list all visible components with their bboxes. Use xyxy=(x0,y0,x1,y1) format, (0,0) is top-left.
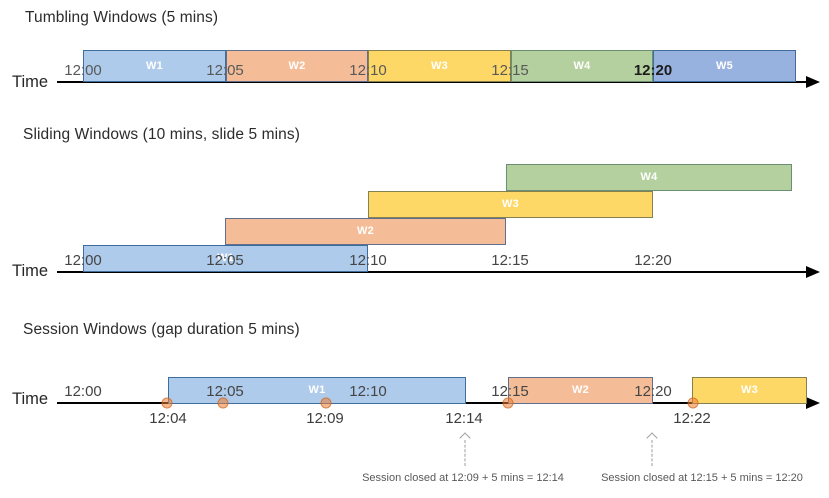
window-label-session-windows-w1: W1 xyxy=(308,384,326,396)
event-label-12:04: 12:04 xyxy=(149,410,187,427)
window-sliding-windows-w1: W1 xyxy=(83,245,368,272)
window-label-tumbling-windows-w5: W5 xyxy=(715,59,734,72)
window-label-sliding-windows-w2: W2 xyxy=(356,225,375,237)
tick-tumbling-windows-12:10: 12:10 xyxy=(349,62,387,79)
event-dot-12:09 xyxy=(320,397,332,409)
section-title-session-windows: Session Windows (gap duration 5 mins) xyxy=(23,321,300,338)
event-dot-12:22 xyxy=(687,397,699,409)
window-label-tumbling-windows-w3: W3 xyxy=(430,59,449,72)
window-label-tumbling-windows-w1: W1 xyxy=(145,59,164,72)
tick-tumbling-windows-12:20: 12:20 xyxy=(633,62,673,79)
tick-session-windows-12:15: 12:15 xyxy=(491,383,529,400)
tick-session-windows-12:10: 12:10 xyxy=(349,383,387,400)
section-title-sliding-windows: Sliding Windows (10 mins, slide 5 mins) xyxy=(23,126,300,143)
event-dot-12:15 xyxy=(502,397,514,409)
event-label-12:14: 12:14 xyxy=(445,410,483,427)
window-sliding-windows-w2: W2 xyxy=(225,218,506,245)
section-title-tumbling-windows: Tumbling Windows (5 mins) xyxy=(25,9,219,26)
event-dot-12:05 xyxy=(217,397,229,409)
tick-sliding-windows-12:00: 12:00 xyxy=(64,252,102,269)
window-label-tumbling-windows-w2: W2 xyxy=(288,59,306,72)
time-axis-label-sliding-windows: Time xyxy=(12,262,49,280)
event-label-12:22: 12:22 xyxy=(673,410,711,427)
tick-tumbling-windows-12:00: 12:00 xyxy=(64,62,102,79)
callout-arrow-shaft-0 xyxy=(464,440,466,466)
window-label-sliding-windows-w4: W4 xyxy=(640,171,658,183)
window-sliding-windows-w3: W3 xyxy=(368,191,653,218)
window-session-windows-w3: W3 xyxy=(692,377,807,404)
window-sliding-windows-w4: W4 xyxy=(506,164,792,191)
tick-sliding-windows-12:15: 12:15 xyxy=(491,252,529,269)
window-session-windows-w2: W2 xyxy=(508,377,653,404)
time-axis-label-session-windows: Time xyxy=(12,390,49,408)
callout-note-1: Session closed at 12:15 + 5 mins = 12:20 xyxy=(601,472,803,484)
callout-note-0: Session closed at 12:09 + 5 mins = 12:14 xyxy=(362,472,564,484)
window-label-session-windows-w3: W3 xyxy=(740,384,759,396)
window-tumbling-windows-w4: W4 xyxy=(511,50,653,82)
tick-session-windows-12:05: 12:05 xyxy=(206,383,244,400)
window-tumbling-windows-w1: W1 xyxy=(83,50,226,82)
window-label-tumbling-windows-w4: W4 xyxy=(573,59,591,72)
window-tumbling-windows-w2: W2 xyxy=(226,50,368,82)
time-axis-arrowhead-sliding-windows xyxy=(806,266,820,278)
time-axis-arrowhead-session-windows xyxy=(806,397,820,409)
tick-tumbling-windows-12:15: 12:15 xyxy=(491,62,529,79)
window-label-session-windows-w2: W2 xyxy=(571,384,590,396)
time-axis-label-tumbling-windows: Time xyxy=(12,73,49,91)
tick-sliding-windows-12:20: 12:20 xyxy=(634,252,672,269)
tick-sliding-windows-12:10: 12:10 xyxy=(349,252,387,269)
window-tumbling-windows-w5: W5 xyxy=(653,50,796,82)
event-label-12:09: 12:09 xyxy=(306,410,344,427)
window-label-sliding-windows-w1: W1 xyxy=(216,252,235,264)
window-label-sliding-windows-w3: W3 xyxy=(501,198,520,210)
tick-sliding-windows-12:05: 12:05 xyxy=(206,252,244,269)
time-axis-arrowhead-tumbling-windows xyxy=(806,76,820,88)
tick-session-windows-12:20: 12:20 xyxy=(634,383,672,400)
event-dot-12:04 xyxy=(161,397,173,409)
tick-session-windows-12:00: 12:00 xyxy=(64,383,102,400)
window-tumbling-windows-w3: W3 xyxy=(368,50,511,82)
callout-arrow-shaft-1 xyxy=(651,440,653,466)
time-axis-line-sliding-windows xyxy=(57,270,806,274)
tick-tumbling-windows-12:05: 12:05 xyxy=(206,62,244,79)
